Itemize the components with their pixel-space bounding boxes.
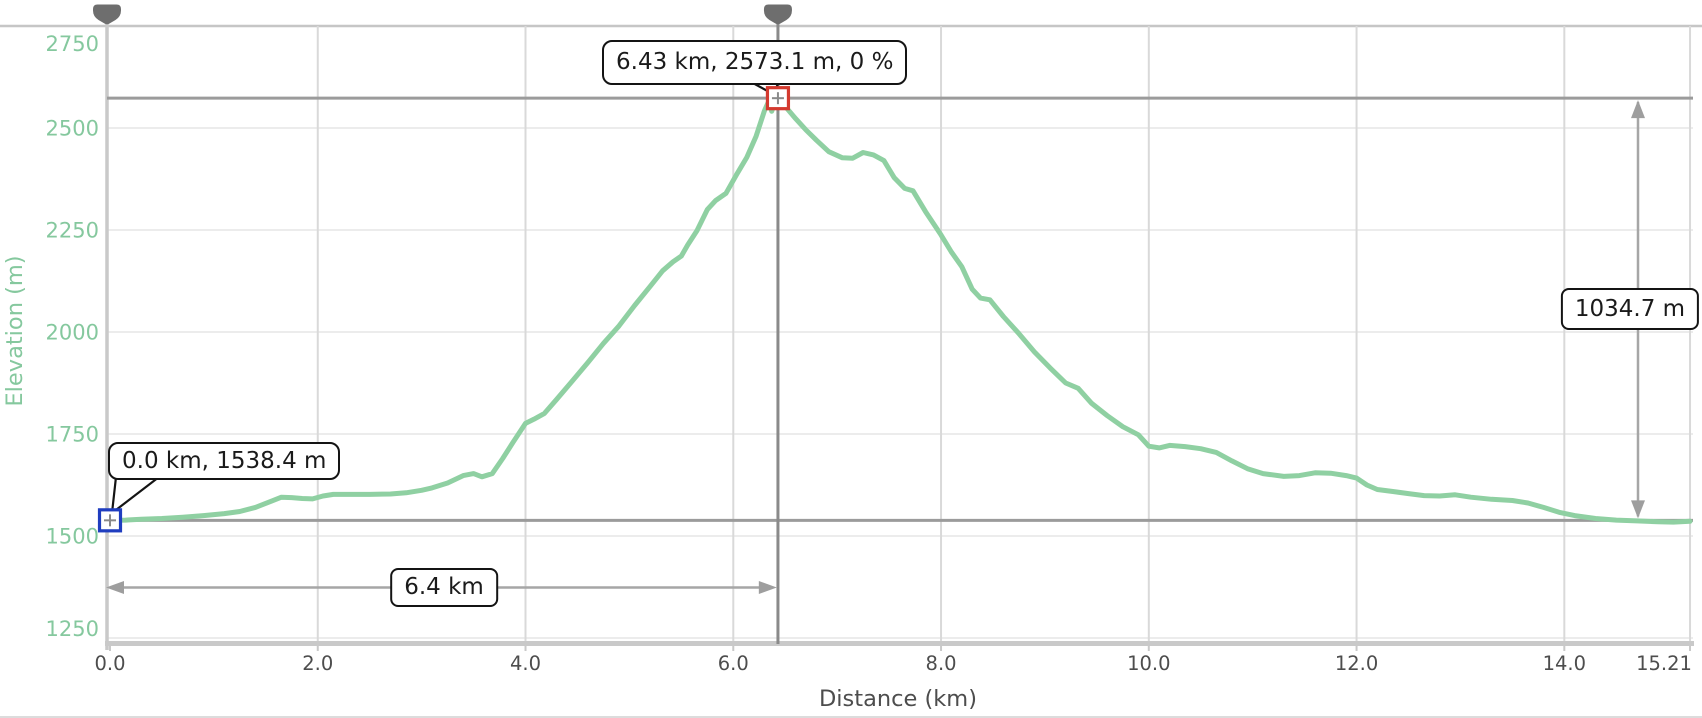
start-tooltip-tail	[110, 475, 163, 516]
elevation-curve	[107, 95, 1693, 525]
arrow-head-icon	[758, 581, 777, 594]
y-tick-label: 2000	[46, 321, 99, 345]
arrow-head-icon	[1631, 100, 1645, 119]
x-tick-label: 4.0	[510, 652, 541, 675]
y-tick-label: 1500	[46, 525, 99, 549]
gridlines	[0, 24, 1702, 644]
range-pin-handle[interactable]	[763, 4, 792, 25]
elevation-measure-label: 1034.7 m	[1560, 288, 1700, 330]
x-tick-label: 6.0	[718, 652, 749, 675]
peak-point-marker[interactable]	[765, 86, 791, 111]
y-axis-title: Elevation (m)	[2, 255, 28, 406]
distance-measure-label: 6.4 km	[390, 568, 498, 607]
y-tick-label: 1750	[46, 423, 99, 447]
x-tick-label: 8.0	[926, 652, 957, 675]
x-tick-label: 10.0	[1127, 652, 1170, 675]
reference-lines-horizontal	[107, 96, 1693, 522]
point-markers[interactable]	[97, 86, 791, 533]
y-tick-label: 1250	[46, 617, 99, 641]
arrow-head-icon	[106, 581, 124, 594]
x-axis-title: Distance (km)	[819, 686, 977, 712]
range-pin-handle[interactable]	[93, 4, 121, 25]
y-tick-label: 2750	[46, 32, 99, 56]
x-tick-label: 0.0	[94, 652, 125, 675]
start-point-marker[interactable]	[97, 508, 123, 533]
x-tick-label: 2.0	[302, 652, 333, 675]
elevation-profile-line[interactable]	[107, 95, 1693, 525]
arrow-head-icon	[1631, 500, 1645, 519]
axes	[105, 24, 1694, 651]
y-tick-label: 2500	[46, 117, 99, 141]
range-pins[interactable]	[93, 4, 792, 25]
start-tooltip: 0.0 km, 1538.4 m	[108, 442, 341, 480]
x-tick-label: 12.0	[1335, 652, 1378, 675]
x-tick-label: 15.21	[1636, 652, 1692, 675]
x-tick-label: 14.0	[1543, 652, 1586, 675]
panel-bottom-border	[0, 716, 1702, 718]
tick-labels: 1250 1500 1750 2000 2250 2500 2750 0.0 2.0 4.0 6.0…	[46, 32, 1692, 675]
y-tick-label: 2250	[46, 219, 99, 243]
peak-tooltip: 6.43 km, 2573.1 m, 0 %	[602, 40, 908, 85]
